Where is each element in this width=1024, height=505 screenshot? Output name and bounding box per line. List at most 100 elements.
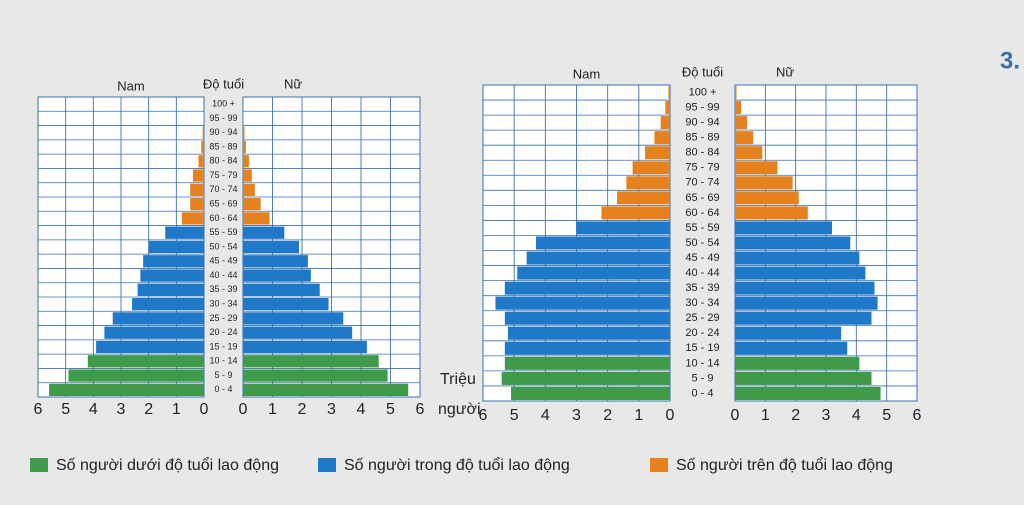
bar (96, 340, 204, 354)
bar (243, 155, 249, 168)
x-tick-label: 3 (572, 407, 581, 424)
page-number: 3. (1000, 47, 1020, 74)
x-tick-label: 6 (913, 407, 922, 424)
bar (617, 191, 670, 205)
bar (735, 281, 875, 295)
x-tick-label: 2 (791, 407, 800, 424)
bar (535, 236, 670, 250)
legend-swatch (318, 458, 336, 472)
age-label: 35 - 39 (685, 282, 719, 294)
age-label: 20 - 24 (209, 327, 237, 337)
bar (243, 240, 300, 254)
age-label: 30 - 34 (209, 299, 237, 309)
x-tick-label: 5 (510, 407, 519, 424)
x-tick-label: 2 (603, 407, 612, 424)
right-title: Nữ (284, 76, 302, 91)
bar (243, 269, 311, 282)
bar (181, 212, 204, 225)
bar (140, 269, 204, 282)
bar (190, 183, 204, 196)
bar (601, 206, 670, 220)
x-tick-label: 2 (298, 401, 307, 418)
x-tick-label: 4 (852, 407, 861, 424)
bar (504, 356, 670, 370)
x-tick-label: 6 (416, 401, 425, 418)
legend-swatch (650, 458, 668, 472)
bar (201, 140, 204, 154)
age-label: 50 - 54 (209, 241, 237, 251)
bar (243, 140, 246, 154)
age-label: 80 - 84 (209, 156, 237, 166)
bar (735, 101, 742, 115)
age-label: 70 - 74 (209, 184, 237, 194)
age-label: 25 - 29 (685, 312, 719, 324)
legend-label: Số người trên độ tuổi lao động (676, 456, 893, 474)
bar (735, 386, 881, 400)
bar (243, 112, 244, 125)
age-label: 45 - 49 (685, 252, 719, 264)
bar (576, 221, 670, 235)
bar (243, 383, 409, 396)
bar (735, 131, 754, 145)
bar (511, 386, 670, 400)
age-label: 100 + (689, 86, 717, 98)
bar (49, 383, 204, 396)
bar (735, 221, 833, 235)
unit-label: Triệu (440, 371, 476, 388)
x-tick-label: 1 (268, 401, 277, 418)
center-title: Độ tuổi (203, 76, 244, 91)
age-label: 75 - 79 (685, 162, 719, 174)
bar (243, 340, 367, 354)
x-tick-label: 5 (386, 401, 395, 418)
x-tick-label: 5 (61, 401, 70, 418)
x-tick-label: 1 (172, 401, 181, 418)
age-label: 80 - 84 (685, 147, 719, 159)
bar (243, 283, 320, 296)
age-label: 85 - 89 (685, 132, 719, 144)
bar (243, 326, 353, 339)
bar (517, 266, 670, 280)
age-label: 20 - 24 (685, 327, 719, 339)
center-title: Độ tuổi (682, 64, 723, 79)
x-tick-label: 6 (34, 401, 43, 418)
x-tick-label: 0 (666, 407, 675, 424)
bar (735, 116, 748, 130)
bar (203, 112, 204, 125)
age-label: 5 - 9 (214, 370, 232, 380)
bar (243, 198, 261, 211)
bar (243, 355, 379, 368)
bar (243, 312, 344, 325)
bar (112, 312, 204, 325)
bar (165, 226, 204, 239)
bar (735, 206, 808, 220)
bar (148, 240, 204, 254)
age-label: 40 - 44 (685, 267, 719, 279)
age-label: 0 - 4 (214, 384, 232, 394)
age-label: 10 - 14 (209, 356, 237, 366)
age-label: 5 - 9 (691, 372, 713, 384)
bar (104, 326, 204, 339)
bar (198, 155, 204, 168)
x-tick-label: 0 (239, 401, 248, 418)
age-label: 15 - 19 (685, 342, 719, 354)
age-label: 10 - 14 (685, 357, 719, 369)
bar (202, 126, 204, 139)
x-tick-label: 4 (89, 401, 98, 418)
age-label: 15 - 19 (209, 341, 237, 351)
bar (501, 371, 670, 385)
bar (632, 161, 670, 175)
unit-label: người (438, 401, 481, 418)
bar (143, 255, 204, 268)
bar (243, 226, 285, 239)
age-label: 25 - 29 (209, 313, 237, 323)
bar (735, 161, 778, 175)
x-tick-label: 4 (357, 401, 366, 418)
x-tick-label: 2 (144, 401, 153, 418)
age-label: 65 - 69 (209, 199, 237, 209)
bar (735, 266, 866, 280)
bar (190, 198, 204, 211)
bar (665, 101, 670, 115)
age-label: 45 - 49 (209, 256, 237, 266)
x-tick-label: 1 (634, 407, 643, 424)
bar (526, 251, 670, 265)
